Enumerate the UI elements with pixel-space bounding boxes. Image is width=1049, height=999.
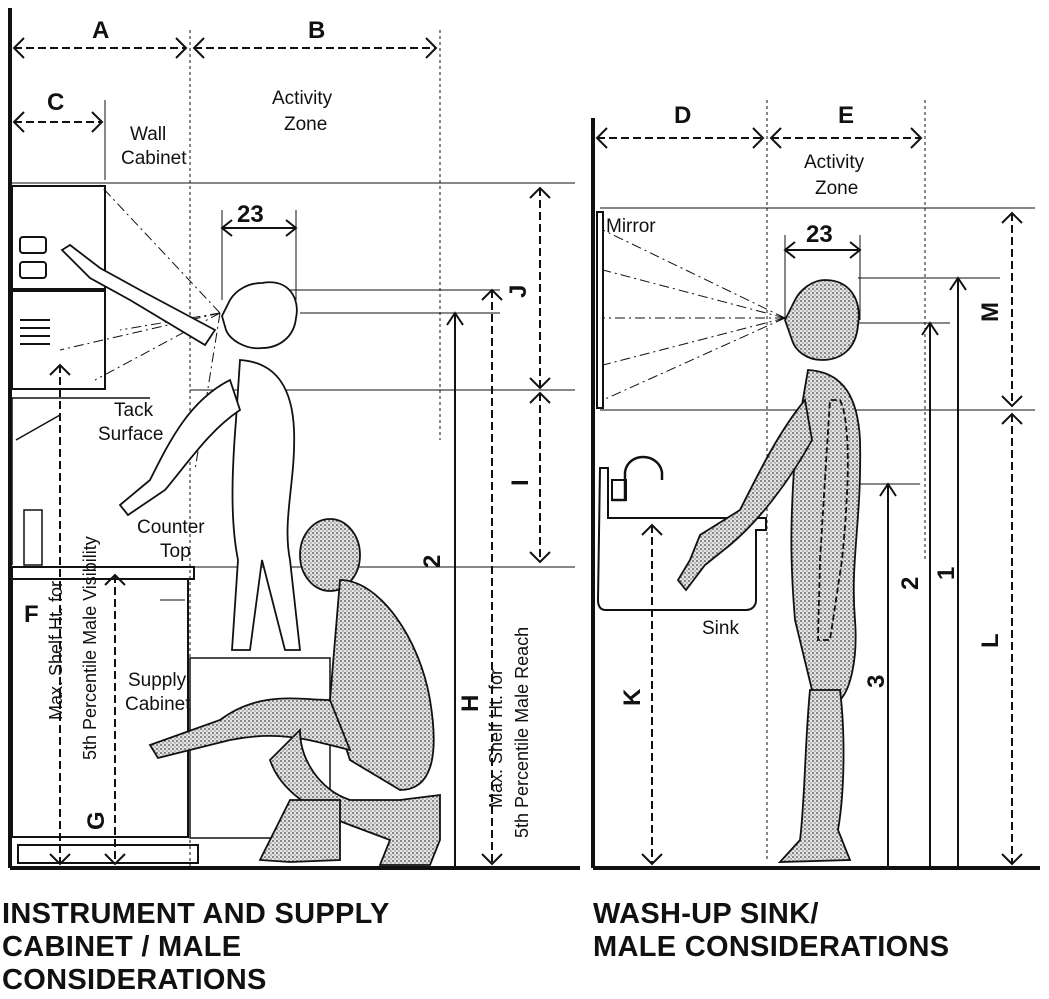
dimension-lines xyxy=(14,47,541,864)
visibility-label-1: Max. Shelf Ht. for xyxy=(46,581,66,720)
sink-activity-zone-label-1: Activity xyxy=(804,152,865,173)
cabinet-caption-line-1: INSTRUMENT AND SUPPLY xyxy=(2,898,390,930)
sink-dim-23-label: 23 xyxy=(806,221,833,248)
sink-panel xyxy=(591,100,1040,870)
cabinet-panel xyxy=(8,8,580,870)
standing-man xyxy=(676,279,862,863)
mirror-sight-lines xyxy=(602,229,786,401)
counter-top-label-1: Counter xyxy=(137,517,205,538)
wall-cabinet-label-2: Cabinet xyxy=(121,148,187,169)
supply-cabinet-label-2: Cabinet xyxy=(125,694,191,715)
wall-cabinet xyxy=(11,185,106,390)
dim-23-label: 23 xyxy=(237,201,264,228)
activity-zone-label-1: Activity xyxy=(272,88,333,109)
dim-2-sink-label: 2 xyxy=(897,577,924,590)
right-dimension-lines xyxy=(597,137,1013,864)
dim-k-label: K xyxy=(619,688,646,706)
counter-top-label-2: Top xyxy=(160,541,191,562)
cabinet-caption-line-2: CABINET / MALE xyxy=(2,931,242,963)
sink-caption-line-2: MALE CONSIDERATIONS xyxy=(593,931,950,963)
supply-cabinet xyxy=(11,566,331,864)
left-labels: A B C 23 Activity Zone Wall Cabinet Tack… xyxy=(24,17,534,838)
dim-2-label: 2 xyxy=(419,555,446,568)
dim-d-label: D xyxy=(674,102,691,129)
tack-surface-label-2: Surface xyxy=(98,424,163,445)
dim-a-label: A xyxy=(92,17,109,44)
supply-cabinet-label-1: Supply xyxy=(128,670,187,691)
cabinet-caption: INSTRUMENT AND SUPPLY CABINET / MALE CON… xyxy=(2,898,390,997)
sink xyxy=(596,455,767,611)
right-labels: D E Activity Zone Mirror 23 Sink K L M 1… xyxy=(606,102,1004,706)
dim-1-label: 1 xyxy=(933,567,960,580)
activity-zone-label-2: Zone xyxy=(284,114,327,135)
dim-f-label: F xyxy=(24,601,39,628)
dim-l-label: L xyxy=(977,633,1004,648)
reach-label-2: 5th Percentile Male Reach xyxy=(512,627,532,838)
mirror xyxy=(596,211,604,409)
sink-caption-line-1: WASH-UP SINK/ xyxy=(593,898,819,930)
dim-i-label: I xyxy=(507,479,534,486)
dim-b-label: B xyxy=(308,17,325,44)
tack-surface xyxy=(11,397,150,566)
dim-3-label: 3 xyxy=(863,675,890,688)
reach-label-1: Max. Shelf Ht. for xyxy=(486,669,506,808)
visibility-label-2: 5th Percentile Male Visibility xyxy=(80,536,100,760)
wall-cabinet-label-1: Wall xyxy=(130,124,166,145)
dim-g-label: G xyxy=(83,811,110,830)
cabinet-caption-line-3: CONSIDERATIONS xyxy=(2,964,267,996)
sink-label: Sink xyxy=(702,618,739,639)
dim-m-label: M xyxy=(977,302,1004,322)
dim-c-label: C xyxy=(47,89,64,116)
dim-j-label: J xyxy=(505,285,532,298)
standing-man-outline xyxy=(60,243,302,651)
tack-surface-label-1: Tack xyxy=(114,400,154,421)
sink-caption: WASH-UP SINK/ MALE CONSIDERATIONS xyxy=(593,898,949,964)
mirror-label: Mirror xyxy=(606,216,656,237)
sink-activity-zone-label-2: Zone xyxy=(815,178,858,199)
dim-e-label: E xyxy=(838,102,854,129)
crouching-man xyxy=(148,518,441,866)
dim-h-label: H xyxy=(457,695,484,712)
